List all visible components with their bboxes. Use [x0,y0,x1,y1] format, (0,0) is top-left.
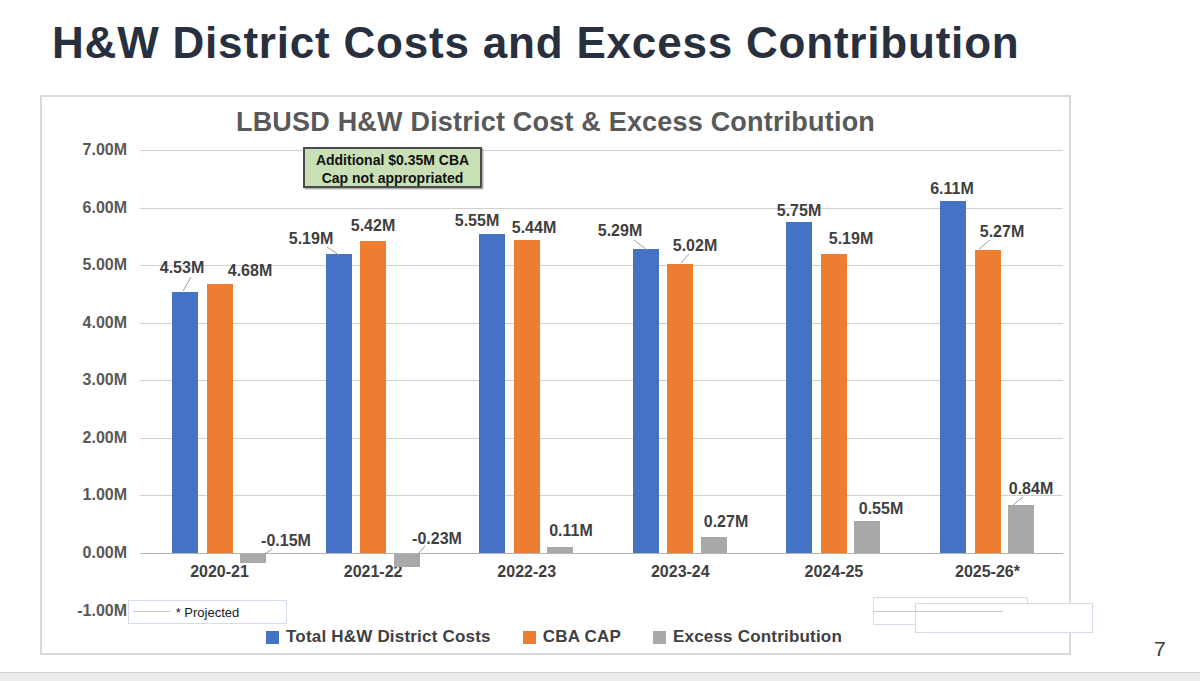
bar-excess-contribution-2025-26* [1008,505,1034,553]
bar-cba-cap-2024-25 [821,254,847,553]
x-axis-category-label: 2020-21 [160,563,280,581]
gridline [140,380,1063,381]
y-axis-tick-label: 5.00M [57,257,127,273]
legend-swatch [266,631,279,644]
bar-value-label: -0.23M [412,530,462,548]
page-number: 7 [1154,637,1166,661]
page-title: H&W District Costs and Excess Contributi… [52,18,1019,68]
bar-cba-cap-2022-23 [514,240,540,553]
bar-value-label: 5.19M [829,230,873,248]
y-axis-tick-label: 1.00M [57,487,127,503]
legend-label: Total H&W District Costs [286,627,491,647]
bar-cba-cap-2021-22 [360,241,386,553]
y-axis-tick-label: -1.00M [57,603,127,619]
chart-title: LBUSD H&W District Cost & Excess Contrib… [40,107,1071,138]
chart-legend: Total H&W District Costs CBA CAP Excess Co… [266,627,842,647]
gridline-segment [873,611,1003,612]
bar-total-h-w-district-costs-2022-23 [479,234,505,553]
gridline [140,438,1063,439]
bar-value-label: 5.42M [351,217,395,235]
y-axis-tick-label: 2.00M [57,430,127,446]
bar-total-h-w-district-costs-2021-22 [326,254,352,553]
gridline-segment [133,611,170,612]
bar-cba-cap-2023-24 [667,264,693,553]
bottom-strip [0,672,1200,681]
bar-value-label: 0.11M [549,522,593,540]
footnote-text: * Projected [176,605,240,620]
x-axis-category-label: 2025-26* [928,563,1048,581]
slide: H&W District Costs and Excess Contributi… [0,0,1200,681]
legend-item-cba-cap: CBA CAP [523,627,621,647]
legend-item-excess-contribution: Excess Contribution [653,627,842,647]
bar-cba-cap-2020-21 [207,284,233,553]
x-axis-category-label: 2024-25 [774,563,894,581]
bar-value-label: 5.55M [455,212,499,230]
legend-swatch [523,631,536,644]
bar-value-label: 5.44M [512,219,556,237]
footnote-box: * Projected [128,600,287,624]
gridline [140,495,1063,496]
bar-total-h-w-district-costs-2020-21 [172,292,198,553]
y-axis-tick-label: 6.00M [57,200,127,216]
bar-excess-contribution-2020-21 [240,554,266,563]
bar-value-label: 4.53M [160,259,204,277]
legend-item-total-h-w-district-costs: Total H&W District Costs [266,627,491,647]
bar-value-label: 5.19M [289,230,333,248]
legend-swatch [653,631,666,644]
bar-value-label: 6.11M [930,180,974,198]
y-axis-tick-label: 3.00M [57,372,127,388]
x-axis-line [140,553,1063,554]
bar-value-label: 0.27M [704,513,748,531]
bar-total-h-w-district-costs-2023-24 [633,249,659,553]
bar-value-label: 5.02M [673,237,717,255]
legend-label: CBA CAP [543,627,621,647]
annotation-box: Additional $0.35M CBA Cap not appropriat… [303,147,482,188]
bar-value-label: 0.55M [859,500,903,518]
y-axis-tick-label: 7.00M [57,142,127,158]
gridline [140,150,1063,151]
x-axis-category-label: 2023-24 [620,563,740,581]
bar-excess-contribution-2023-24 [701,537,727,553]
bar-excess-contribution-2024-25 [854,521,880,553]
bar-excess-contribution-2022-23 [547,547,573,553]
legend-label: Excess Contribution [673,627,842,647]
bar-total-h-w-district-costs-2024-25 [786,222,812,553]
empty-textbox [915,603,1093,633]
bar-value-label: 5.75M [777,202,821,220]
gridline [140,323,1063,324]
annotation-line2: Cap not appropriated [322,170,464,186]
y-axis-tick-label: 0.00M [57,545,127,561]
bar-cba-cap-2025-26* [975,250,1001,553]
bar-total-h-w-district-costs-2025-26* [940,201,966,553]
bar-value-label: 0.84M [1009,480,1053,498]
annotation-line1: Additional $0.35M CBA [316,152,469,168]
bar-value-label: 4.68M [228,262,272,280]
gridline [140,208,1063,209]
bar-value-label: 5.27M [980,223,1024,241]
y-axis-tick-label: 4.00M [57,315,127,331]
bar-value-label: 5.29M [598,222,642,240]
bar-excess-contribution-2021-22 [394,554,420,567]
gridline [140,265,1063,266]
bar-value-label: -0.15M [261,532,311,550]
x-axis-category-label: 2022-23 [467,563,587,581]
